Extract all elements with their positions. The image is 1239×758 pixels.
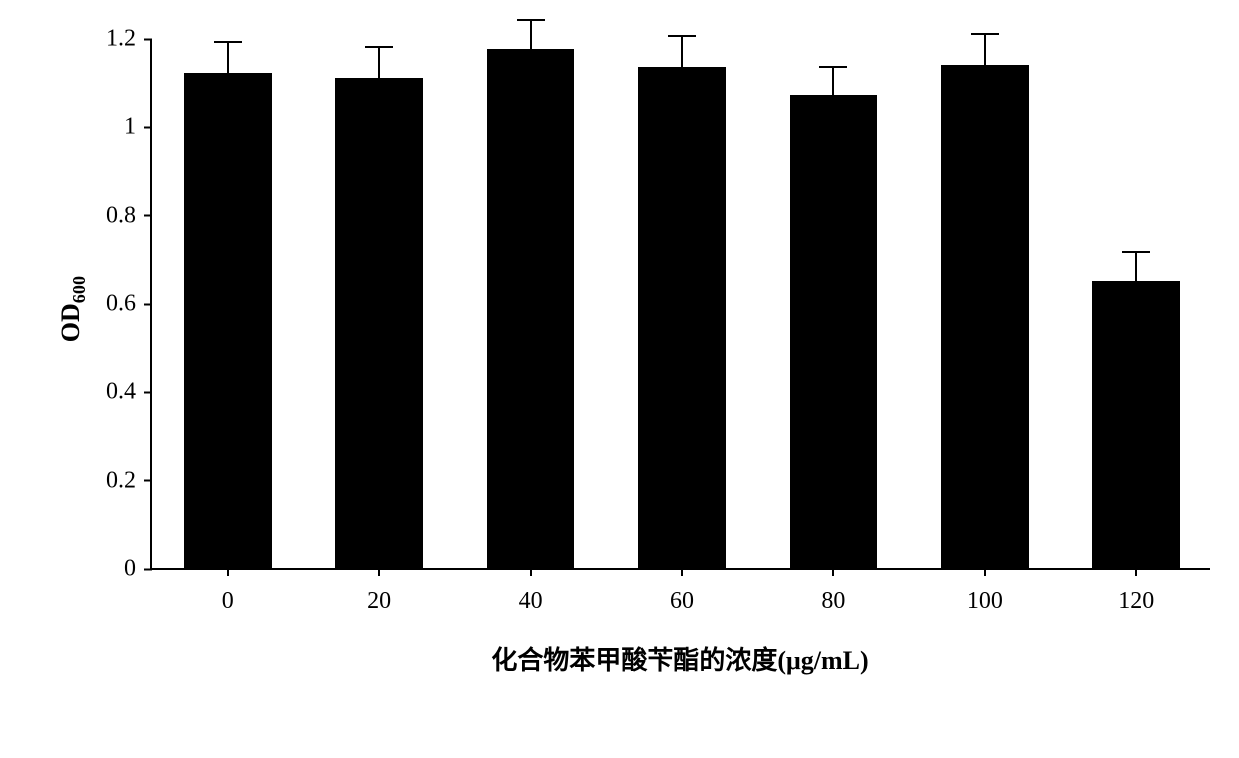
error-bar-line — [681, 36, 683, 67]
x-tick-mark — [378, 568, 380, 576]
error-bar-line — [530, 20, 532, 49]
x-tick: 100 — [967, 568, 1003, 615]
error-bar-line — [832, 67, 834, 96]
y-tick: 0.4 — [106, 379, 152, 406]
x-tick-label: 40 — [519, 588, 543, 615]
error-bar-cap — [365, 46, 393, 48]
y-tick: 0.6 — [106, 291, 152, 318]
error-bar-line — [984, 34, 986, 65]
error-bar-cap — [1122, 251, 1150, 253]
error-bar-cap — [214, 41, 242, 43]
x-tick-mark — [530, 568, 532, 576]
x-tick-label: 80 — [821, 588, 845, 615]
error-bar-line — [378, 47, 380, 78]
bar — [335, 78, 423, 568]
x-axis-label: 化合物苯甲酸苄酯的浓度(μg/mL) — [491, 640, 868, 677]
bar — [638, 67, 726, 568]
error-bar-cap — [517, 19, 545, 21]
x-tick-mark — [832, 568, 834, 576]
y-axis-label-prefix: OD — [56, 303, 85, 342]
x-tick-label: 100 — [967, 588, 1003, 615]
y-tick-mark — [144, 126, 152, 128]
bar — [941, 65, 1029, 569]
x-tick: 0 — [222, 568, 234, 615]
x-tick-label: 120 — [1118, 588, 1154, 615]
x-tick: 60 — [670, 568, 694, 615]
error-bar-line — [1135, 252, 1137, 281]
x-tick: 40 — [519, 568, 543, 615]
x-tick: 20 — [367, 568, 391, 615]
y-tick-mark — [144, 215, 152, 217]
y-tick-label: 1 — [124, 114, 140, 141]
error-bar-cap — [971, 33, 999, 35]
y-axis-label: OD600 — [56, 276, 90, 342]
x-tick-mark — [681, 568, 683, 576]
error-bar-cap — [819, 66, 847, 68]
x-tick-mark — [1135, 568, 1137, 576]
y-tick: 1 — [124, 114, 152, 141]
y-tick-label: 0.2 — [106, 467, 140, 494]
bar-chart: 00.20.40.60.811.2020406080100120 OD600 化… — [20, 20, 1239, 738]
bar — [184, 73, 272, 568]
y-tick-label: 0.6 — [106, 291, 140, 318]
y-tick: 0 — [124, 556, 152, 583]
y-tick-mark — [144, 38, 152, 40]
x-tick-mark — [984, 568, 986, 576]
error-bar-line — [227, 42, 229, 73]
y-tick-label: 0.4 — [106, 379, 140, 406]
bar — [487, 49, 575, 568]
plot-area: 00.20.40.60.811.2020406080100120 — [150, 40, 1210, 570]
y-axis-label-sub: 600 — [69, 276, 89, 303]
x-tick-mark — [227, 568, 229, 576]
x-tick-label: 0 — [222, 588, 234, 615]
y-tick: 1.2 — [106, 26, 152, 53]
y-tick-label: 0.8 — [106, 202, 140, 229]
y-tick-mark — [144, 568, 152, 570]
y-tick: 0.8 — [106, 202, 152, 229]
y-tick-label: 0 — [124, 556, 140, 583]
y-tick-mark — [144, 480, 152, 482]
y-tick: 0.2 — [106, 467, 152, 494]
y-tick-mark — [144, 391, 152, 393]
x-tick: 80 — [821, 568, 845, 615]
y-tick-label: 1.2 — [106, 26, 140, 53]
x-tick-label: 20 — [367, 588, 391, 615]
x-tick: 120 — [1118, 568, 1154, 615]
bar — [1092, 281, 1180, 568]
bar — [790, 95, 878, 568]
x-tick-label: 60 — [670, 588, 694, 615]
error-bar-cap — [668, 35, 696, 37]
y-tick-mark — [144, 303, 152, 305]
